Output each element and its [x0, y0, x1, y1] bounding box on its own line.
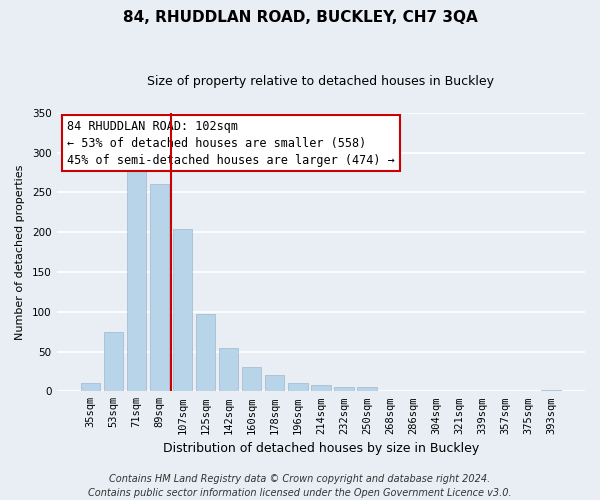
Bar	[334, 388, 353, 392]
X-axis label: Distribution of detached houses by size in Buckley: Distribution of detached houses by size …	[163, 442, 479, 455]
Bar	[357, 388, 377, 392]
Bar	[80, 384, 100, 392]
Y-axis label: Number of detached properties: Number of detached properties	[15, 164, 25, 340]
Bar	[127, 163, 146, 392]
Bar	[149, 184, 169, 392]
Bar	[541, 390, 561, 392]
Bar	[219, 348, 238, 392]
Bar	[196, 314, 215, 392]
Text: Contains HM Land Registry data © Crown copyright and database right 2024.
Contai: Contains HM Land Registry data © Crown c…	[88, 474, 512, 498]
Bar	[104, 332, 123, 392]
Bar	[173, 229, 193, 392]
Bar	[288, 384, 308, 392]
Bar	[265, 374, 284, 392]
Text: 84 RHUDDLAN ROAD: 102sqm
← 53% of detached houses are smaller (558)
45% of semi-: 84 RHUDDLAN ROAD: 102sqm ← 53% of detach…	[67, 120, 395, 166]
Bar	[311, 385, 331, 392]
Text: 84, RHUDDLAN ROAD, BUCKLEY, CH7 3QA: 84, RHUDDLAN ROAD, BUCKLEY, CH7 3QA	[122, 10, 478, 25]
Bar	[242, 366, 262, 392]
Title: Size of property relative to detached houses in Buckley: Size of property relative to detached ho…	[147, 75, 494, 88]
